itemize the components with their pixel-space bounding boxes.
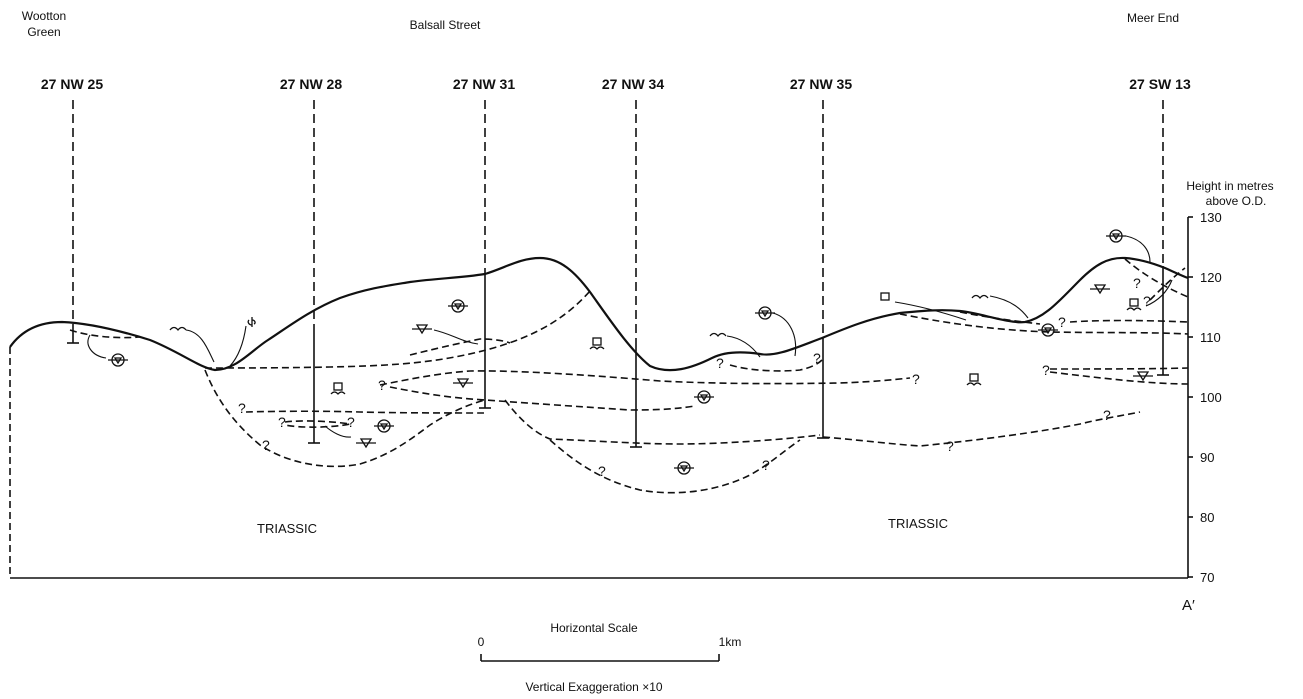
question-mark: ? bbox=[238, 400, 246, 416]
place-name-balsall-street: Balsall Street bbox=[410, 18, 481, 32]
clay-symbols bbox=[356, 284, 1153, 449]
borehole-nw31 bbox=[479, 100, 491, 409]
axis-tick-label: 100 bbox=[1200, 390, 1222, 405]
sand-and-gravel-symbol bbox=[674, 461, 694, 475]
wave-symbol bbox=[971, 294, 989, 300]
borehole-nw28 bbox=[308, 100, 320, 444]
place-name-green: Green bbox=[27, 25, 60, 39]
sand-and-gravel-symbol bbox=[694, 390, 714, 404]
question-mark: ? bbox=[912, 371, 920, 387]
clay-symbol bbox=[1133, 371, 1153, 382]
borehole-nw25 bbox=[67, 100, 79, 344]
clay-symbol bbox=[1090, 284, 1110, 295]
borehole-nw35 bbox=[817, 100, 829, 439]
vertical-exaggeration-note: Vertical Exaggeration ×10 bbox=[525, 680, 662, 694]
borehole-label-nw28: 27 NW 28 bbox=[280, 76, 342, 92]
sand-and-gravel-symbol bbox=[108, 353, 128, 367]
sand-and-gravel-symbol bbox=[1038, 323, 1058, 337]
borehole-label-nw34: 27 NW 34 bbox=[602, 76, 664, 92]
question-mark: ? bbox=[1103, 407, 1111, 423]
section-end-label: A′ bbox=[1182, 597, 1195, 614]
borehole-label-sw13: 27 SW 13 bbox=[1129, 76, 1191, 92]
axis-tick-label: 70 bbox=[1200, 570, 1214, 585]
question-mark: ? bbox=[813, 350, 821, 366]
question-mark: ? bbox=[1042, 362, 1050, 378]
place-name-wootton: Wootton bbox=[22, 9, 66, 23]
axis-tick-label: 120 bbox=[1200, 270, 1222, 285]
axis-title-line1: Height in metres bbox=[1186, 179, 1273, 193]
question-mark: ? bbox=[762, 457, 770, 473]
silt-symbol bbox=[880, 292, 890, 301]
question-mark: ? bbox=[1143, 293, 1151, 309]
wave-symbol bbox=[709, 332, 727, 338]
question-mark: ? bbox=[347, 414, 355, 430]
borehole-label-nw25: 27 NW 25 bbox=[41, 76, 103, 92]
axis-title-line2: above O.D. bbox=[1206, 194, 1267, 208]
axis-tick-label: 90 bbox=[1200, 450, 1214, 465]
boundary-nw25-lens bbox=[69, 329, 141, 339]
scale-end-label: 1km bbox=[719, 635, 742, 649]
peat-symbol bbox=[247, 317, 256, 327]
ground-surface-profile bbox=[9, 256, 1189, 372]
sand-and-gravel-symbol bbox=[374, 419, 394, 433]
question-mark: ? bbox=[262, 437, 270, 453]
silt-symbol bbox=[966, 373, 982, 386]
leader-arrows bbox=[87, 235, 1173, 438]
sand-and-gravel-symbols bbox=[108, 229, 1126, 475]
question-mark: ? bbox=[278, 414, 286, 430]
deposit-boundaries bbox=[69, 258, 1189, 494]
scale-title: Horizontal Scale bbox=[550, 621, 638, 635]
height-axis: Height in metres above O.D. 130 120 110 … bbox=[1186, 179, 1273, 585]
sand-and-gravel-symbol bbox=[1106, 229, 1126, 243]
question-mark: ? bbox=[716, 355, 724, 371]
uncertain-boundary-marks: ? ? ? ? ? ? ? ? ? ? ? ? ? ? ? ? bbox=[238, 275, 1151, 479]
borehole-nw34 bbox=[630, 100, 642, 448]
clay-symbol bbox=[453, 378, 473, 389]
axis-tick-label: 130 bbox=[1200, 210, 1222, 225]
scale-start-label: 0 bbox=[478, 635, 485, 649]
borehole-label-nw31: 27 NW 31 bbox=[453, 76, 515, 92]
question-mark: ? bbox=[598, 463, 606, 479]
clay-symbol bbox=[356, 438, 376, 449]
sand-and-gravel-symbol bbox=[755, 306, 775, 320]
question-mark: ? bbox=[1058, 314, 1066, 330]
horizontal-scale-bar: Horizontal Scale 0 1km bbox=[478, 621, 742, 662]
sand-and-gravel-symbol bbox=[448, 299, 468, 313]
axis-tick-label: 80 bbox=[1200, 510, 1214, 525]
question-mark: ? bbox=[946, 438, 954, 454]
silt-symbol bbox=[589, 337, 605, 350]
question-mark: ? bbox=[378, 377, 386, 393]
formation-label-right: TRIASSIC bbox=[888, 516, 948, 531]
formation-label-left: TRIASSIC bbox=[257, 521, 317, 536]
silt-symbol bbox=[330, 382, 346, 395]
silt-symbols bbox=[330, 292, 1142, 395]
place-name-meer-end: Meer End bbox=[1127, 11, 1179, 25]
question-mark: ? bbox=[1133, 275, 1141, 291]
borehole-label-nw35: 27 NW 35 bbox=[790, 76, 852, 92]
axis-tick-label: 110 bbox=[1200, 330, 1221, 345]
wave-symbol bbox=[169, 326, 187, 332]
silt-symbol bbox=[1126, 298, 1142, 311]
clay-symbol bbox=[412, 324, 432, 335]
wave-symbols bbox=[169, 294, 989, 338]
